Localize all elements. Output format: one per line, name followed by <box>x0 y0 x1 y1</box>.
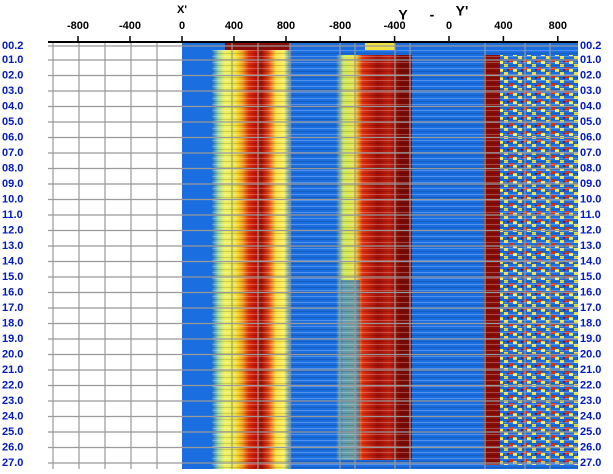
row-label: 05.0 <box>2 116 23 128</box>
row-label: 23.0 <box>2 395 23 407</box>
row-label: 03.0 <box>2 85 23 97</box>
row-label: 09.0 <box>2 178 23 190</box>
row-label: 06.0 <box>2 131 23 143</box>
row-label: 25.0 <box>580 426 601 438</box>
y-label: Y' <box>456 3 469 19</box>
row-label: 27.0 <box>580 457 601 469</box>
row-label: 01.0 <box>2 54 23 66</box>
row-label: 27.0 <box>2 457 23 469</box>
y-dash: - <box>430 7 435 23</box>
row-label: 10.0 <box>2 193 23 205</box>
row-label: 02.0 <box>580 69 601 81</box>
row-label: 26.0 <box>2 441 23 453</box>
row-label: 11.0 <box>580 209 601 221</box>
row-label: 12.0 <box>580 224 601 236</box>
tick-label: -800 <box>67 20 89 32</box>
row-label: 07.0 <box>2 147 23 159</box>
row-label: 04.0 <box>580 100 601 112</box>
row-label: 13.0 <box>2 240 23 252</box>
row-label: 24.0 <box>2 410 23 422</box>
chart: X' Y - Y' -800-4000400800-800-4000400800… <box>0 0 613 469</box>
row-label: 17.0 <box>580 302 601 314</box>
tick-label: 800 <box>277 20 295 32</box>
tick-label: -800 <box>329 20 351 32</box>
row-label: 14.0 <box>580 255 601 267</box>
row-label: 24.0 <box>580 410 601 422</box>
row-label: 08.0 <box>580 162 601 174</box>
row-label: 16.0 <box>2 286 23 298</box>
row-label: 04.0 <box>2 100 23 112</box>
row-label: 22.0 <box>2 379 23 391</box>
tick-label: 400 <box>494 20 512 32</box>
row-label: 26.0 <box>580 441 601 453</box>
row-label: 13.0 <box>580 240 601 252</box>
row-label: 10.0 <box>580 193 601 205</box>
row-label: 16.0 <box>580 286 601 298</box>
tick-label: 400 <box>225 20 243 32</box>
row-label: 08.0 <box>2 162 23 174</box>
row-label: 12.0 <box>2 224 23 236</box>
row-label: 15.0 <box>580 271 601 283</box>
row-label: 06.0 <box>580 131 601 143</box>
row-label: 22.0 <box>580 379 601 391</box>
row-label: 02.0 <box>2 69 23 81</box>
tick-label: -400 <box>384 20 406 32</box>
row-label: 07.0 <box>580 147 601 159</box>
row-label: 17.0 <box>2 302 23 314</box>
row-label: 19.0 <box>580 333 601 345</box>
row-label: 23.0 <box>580 395 601 407</box>
tick-label: 0 <box>446 20 452 32</box>
row-label: 03.0 <box>580 85 601 97</box>
row-label: 00.2 <box>580 40 601 52</box>
tick-label: 0 <box>179 20 185 32</box>
row-label: 15.0 <box>2 271 23 283</box>
row-label: 05.0 <box>580 116 601 128</box>
x-label: X' <box>177 4 187 16</box>
row-label: 11.0 <box>2 209 23 221</box>
row-label: 01.0 <box>580 54 601 66</box>
row-label: 20.0 <box>580 348 601 360</box>
row-label: 18.0 <box>580 317 601 329</box>
row-label: 09.0 <box>580 178 601 190</box>
row-label: 25.0 <box>2 426 23 438</box>
row-label: 00.2 <box>2 40 23 52</box>
row-label: 20.0 <box>2 348 23 360</box>
row-label: 18.0 <box>2 317 23 329</box>
row-label: 19.0 <box>2 333 23 345</box>
row-label: 14.0 <box>2 255 23 267</box>
row-label: 21.0 <box>580 364 601 376</box>
row-label: 21.0 <box>2 364 23 376</box>
tick-label: 800 <box>549 20 567 32</box>
tick-label: -400 <box>119 20 141 32</box>
